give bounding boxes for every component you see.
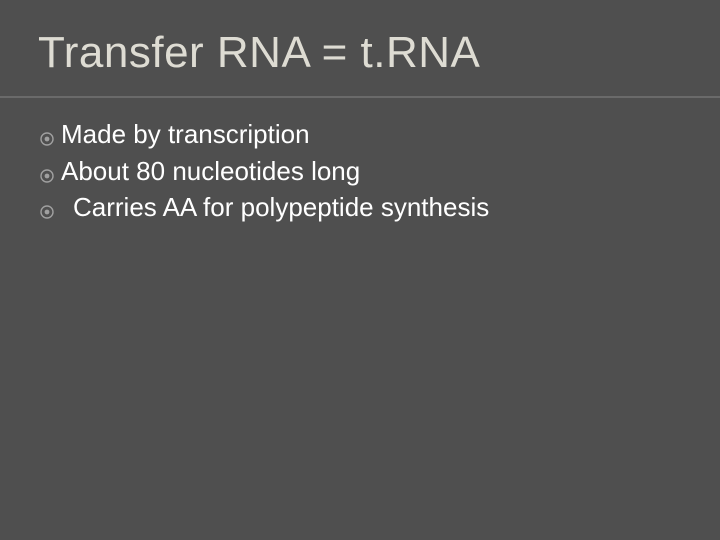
slide-title: Transfer RNA = t.RNA [38, 28, 480, 78]
bullet-text: Made by transcription [61, 118, 310, 151]
title-underline [0, 96, 720, 98]
list-item: Carries AA for polypeptide synthesis [40, 191, 660, 224]
ring-dot-icon [40, 169, 54, 183]
slide: Transfer RNA = t.RNA Made by transcripti… [0, 0, 720, 540]
list-item: About 80 nucleotides long [40, 155, 660, 188]
bullet-text: About 80 nucleotides long [61, 155, 360, 188]
ring-dot-icon [40, 205, 54, 219]
list-item: Made by transcription [40, 118, 660, 151]
ring-dot-icon [40, 132, 54, 146]
bullet-list: Made by transcription About 80 nucleotid… [40, 118, 660, 228]
bullet-text: Carries AA for polypeptide synthesis [61, 191, 489, 224]
